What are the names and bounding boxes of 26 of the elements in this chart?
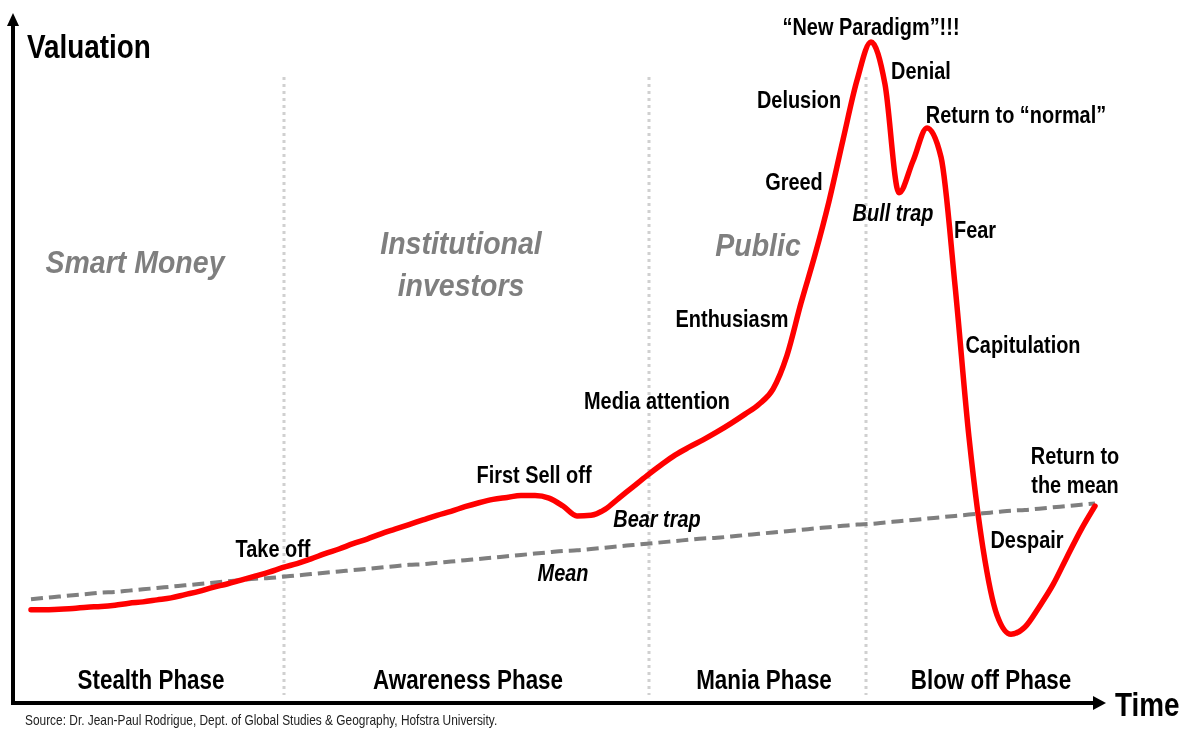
annotation: Media attention: [583, 387, 731, 415]
source-note: Source: Dr. Jean-Paul Rodrigue, Dept. of Global Studies & Geography, Hofstra University.: [25, 712, 498, 729]
annotation: Fear: [953, 216, 997, 244]
text: “New Paradigm”!!!: [782, 13, 960, 41]
annotation: Blow off Phase: [910, 663, 1072, 695]
annotation: Return to the mean: [1030, 442, 1120, 499]
annotation: Enthusiasm: [675, 305, 789, 333]
annotation: Bull trap: [852, 199, 934, 227]
annotation: Return to “normal”: [925, 101, 1107, 129]
series-label: Mean: [537, 559, 589, 587]
annotation: First Sell off: [476, 461, 593, 489]
x-axis-title: Time: [1115, 685, 1180, 724]
annotation: Delusion: [756, 86, 842, 114]
annotation: Bear trap: [613, 505, 701, 533]
annotation: Take off: [235, 535, 312, 563]
y-axis-title: Valuation: [27, 27, 151, 66]
annotation: Awareness Phase: [372, 663, 564, 695]
annotation: Smart Money: [45, 244, 226, 280]
annotation: Capitulation: [965, 331, 1081, 359]
annotation: Stealth Phase: [77, 663, 225, 695]
annotation: Despair: [990, 526, 1064, 554]
annotation: Institutional investors: [380, 225, 543, 303]
annotation: Mania Phase: [696, 663, 832, 695]
annotation: Denial: [891, 57, 951, 85]
annotation: Greed: [765, 168, 823, 196]
annotation: Public: [715, 227, 802, 263]
